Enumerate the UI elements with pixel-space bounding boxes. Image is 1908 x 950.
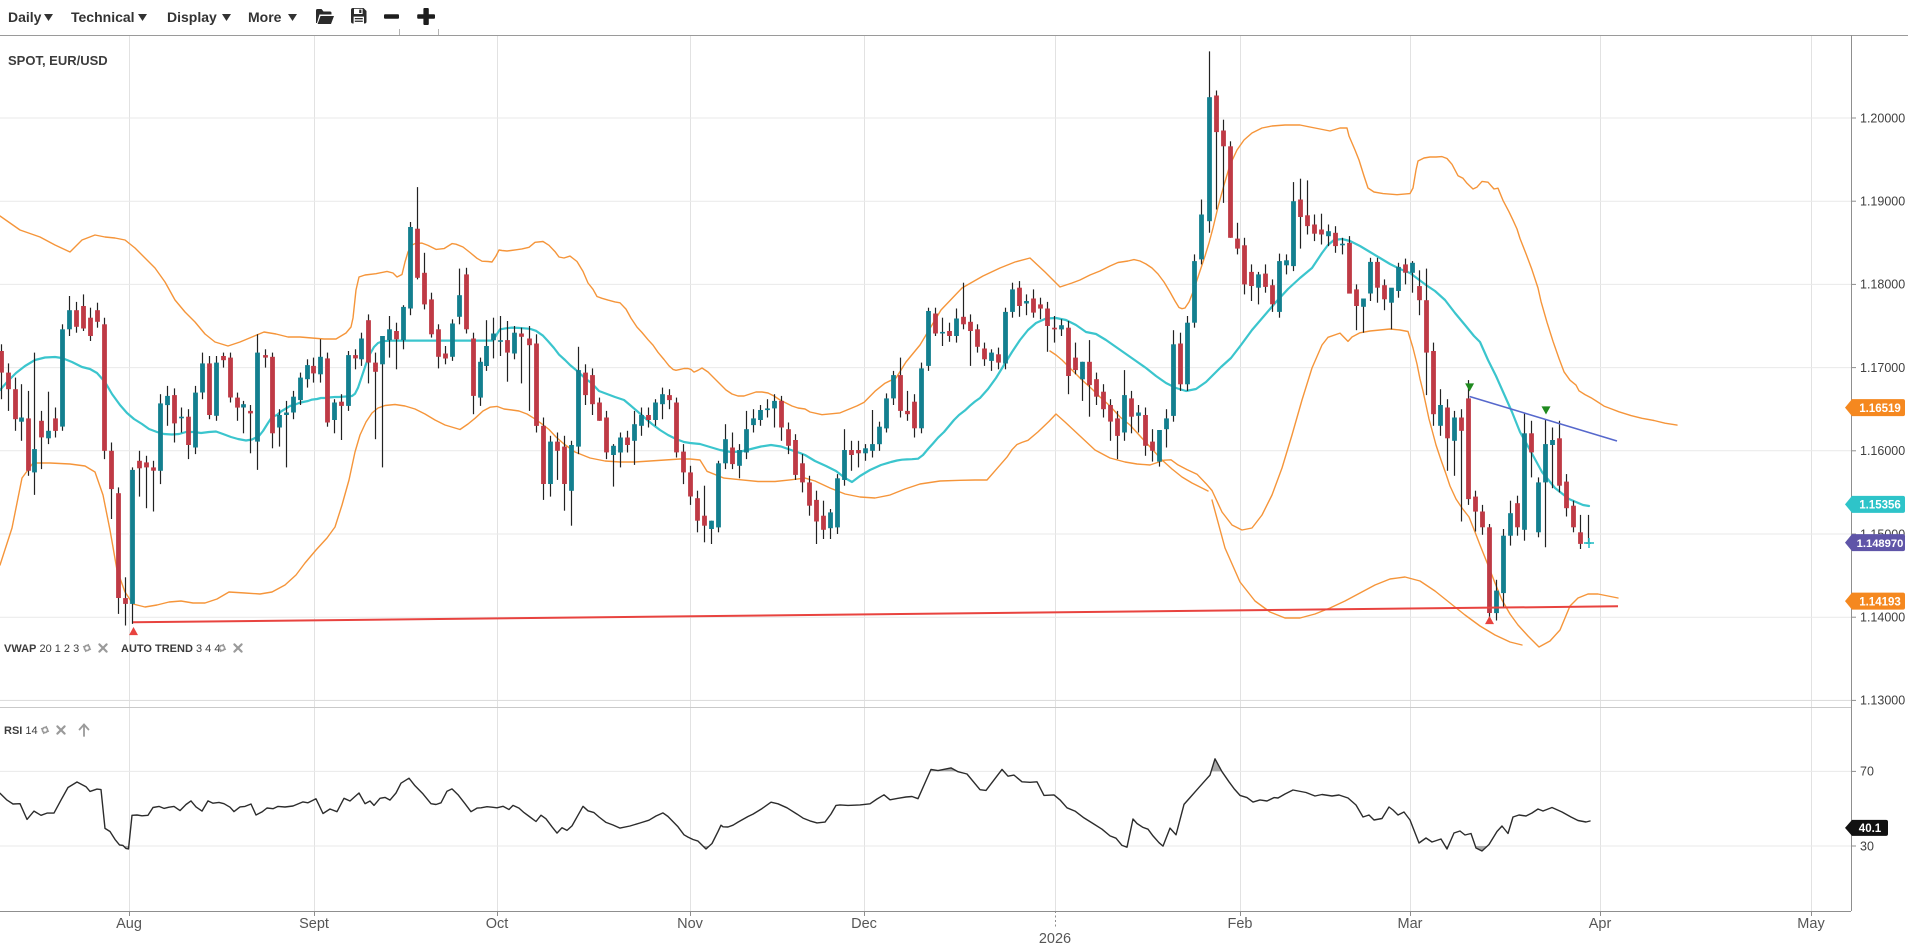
svg-text:AUTO TREND 3 4 4: AUTO TREND 3 4 4	[121, 643, 220, 655]
svg-text:1.19000: 1.19000	[1860, 195, 1905, 209]
svg-text:Aug: Aug	[116, 916, 142, 932]
svg-text:1.20000: 1.20000	[1860, 111, 1905, 125]
svg-text:1.14000: 1.14000	[1860, 611, 1905, 625]
svg-text:Feb: Feb	[1228, 916, 1253, 932]
svg-text:VWAP 20 1 2 3: VWAP 20 1 2 3	[4, 643, 79, 655]
svg-text:1.13000: 1.13000	[1860, 694, 1905, 708]
svg-text:Oct: Oct	[486, 916, 509, 932]
svg-text:1.16000: 1.16000	[1860, 444, 1905, 458]
svg-text:1.18000: 1.18000	[1860, 278, 1905, 292]
svg-text:Dec: Dec	[851, 916, 877, 932]
svg-text:40.1: 40.1	[1859, 823, 1882, 835]
svg-text:Nov: Nov	[677, 916, 704, 932]
svg-text:1.17000: 1.17000	[1860, 361, 1905, 375]
svg-text:1.14193: 1.14193	[1859, 596, 1901, 608]
svg-text:1.148970: 1.148970	[1857, 538, 1904, 550]
svg-text:SPOT, EUR/USD: SPOT, EUR/USD	[8, 53, 108, 68]
svg-text:1.16519: 1.16519	[1859, 403, 1901, 415]
svg-text:RSI 14: RSI 14	[4, 725, 38, 737]
svg-text:May: May	[1797, 916, 1825, 932]
svg-text:Apr: Apr	[1589, 916, 1612, 932]
svg-text:Sept: Sept	[299, 916, 329, 932]
svg-text:More: More	[248, 9, 282, 25]
svg-text:Daily: Daily	[8, 9, 42, 25]
svg-text:Technical: Technical	[71, 9, 135, 25]
svg-text:70: 70	[1860, 765, 1874, 779]
svg-text:2026: 2026	[1039, 931, 1071, 945]
svg-text:30: 30	[1860, 839, 1874, 853]
svg-text:Display: Display	[167, 9, 217, 25]
svg-text:Mar: Mar	[1398, 916, 1423, 932]
svg-text:1.15356: 1.15356	[1859, 500, 1901, 512]
